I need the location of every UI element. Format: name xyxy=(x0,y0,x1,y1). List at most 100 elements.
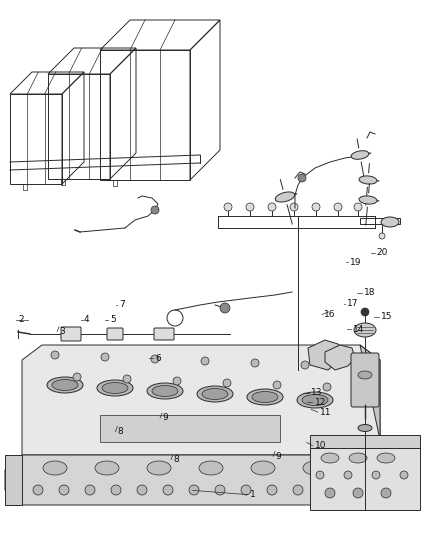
Ellipse shape xyxy=(251,461,275,475)
Text: 9: 9 xyxy=(275,452,281,461)
Circle shape xyxy=(334,203,342,211)
Ellipse shape xyxy=(147,383,183,399)
Circle shape xyxy=(325,488,335,498)
Circle shape xyxy=(137,485,147,495)
FancyBboxPatch shape xyxy=(351,353,379,407)
Text: 3: 3 xyxy=(59,327,65,336)
Ellipse shape xyxy=(359,196,377,204)
Text: 16: 16 xyxy=(324,310,336,319)
Circle shape xyxy=(298,174,306,182)
Text: 4: 4 xyxy=(83,316,89,324)
Circle shape xyxy=(344,471,352,479)
Circle shape xyxy=(189,485,199,495)
Polygon shape xyxy=(100,415,280,442)
Text: 14: 14 xyxy=(353,325,364,334)
FancyBboxPatch shape xyxy=(154,328,174,340)
FancyBboxPatch shape xyxy=(107,328,123,340)
Circle shape xyxy=(312,203,320,211)
Ellipse shape xyxy=(351,151,369,159)
Ellipse shape xyxy=(95,461,119,475)
Text: 19: 19 xyxy=(350,258,362,266)
Polygon shape xyxy=(325,345,355,370)
Ellipse shape xyxy=(43,461,67,475)
Circle shape xyxy=(201,357,209,365)
Circle shape xyxy=(59,485,69,495)
Circle shape xyxy=(400,471,408,479)
Circle shape xyxy=(241,485,251,495)
Text: 13: 13 xyxy=(311,389,322,397)
Circle shape xyxy=(268,203,276,211)
Ellipse shape xyxy=(47,377,83,393)
Polygon shape xyxy=(22,345,380,455)
Ellipse shape xyxy=(321,453,339,463)
Text: 17: 17 xyxy=(347,300,358,308)
Ellipse shape xyxy=(358,371,372,379)
Circle shape xyxy=(155,329,165,339)
Text: 9: 9 xyxy=(162,414,168,422)
Polygon shape xyxy=(310,435,420,448)
Ellipse shape xyxy=(152,385,178,397)
Circle shape xyxy=(353,488,363,498)
Ellipse shape xyxy=(303,461,327,475)
Ellipse shape xyxy=(354,323,376,337)
Circle shape xyxy=(111,485,121,495)
Text: 20: 20 xyxy=(377,248,388,257)
Polygon shape xyxy=(5,455,380,505)
Circle shape xyxy=(267,485,277,495)
Circle shape xyxy=(316,471,324,479)
Ellipse shape xyxy=(358,424,372,432)
Circle shape xyxy=(151,206,159,214)
Polygon shape xyxy=(360,345,380,505)
Circle shape xyxy=(73,373,81,381)
Ellipse shape xyxy=(97,380,133,396)
Circle shape xyxy=(101,353,109,361)
Circle shape xyxy=(301,361,309,369)
Circle shape xyxy=(379,233,385,239)
Circle shape xyxy=(220,303,230,313)
Ellipse shape xyxy=(102,383,128,393)
Circle shape xyxy=(246,203,254,211)
Ellipse shape xyxy=(349,453,367,463)
Text: 8: 8 xyxy=(117,427,123,436)
Ellipse shape xyxy=(359,176,377,184)
Circle shape xyxy=(173,377,181,385)
Circle shape xyxy=(151,355,159,363)
Ellipse shape xyxy=(302,394,328,406)
Ellipse shape xyxy=(297,392,333,408)
Circle shape xyxy=(85,485,95,495)
Ellipse shape xyxy=(199,461,223,475)
Text: 7: 7 xyxy=(119,301,125,309)
Circle shape xyxy=(319,485,329,495)
FancyBboxPatch shape xyxy=(61,327,81,341)
Circle shape xyxy=(293,485,303,495)
Circle shape xyxy=(290,203,298,211)
Circle shape xyxy=(123,375,131,383)
Circle shape xyxy=(251,359,259,367)
Text: 5: 5 xyxy=(110,316,116,324)
Circle shape xyxy=(223,379,231,387)
Text: 11: 11 xyxy=(320,408,331,416)
Circle shape xyxy=(354,203,362,211)
Circle shape xyxy=(215,485,225,495)
Circle shape xyxy=(33,485,43,495)
Polygon shape xyxy=(308,340,340,370)
Text: 12: 12 xyxy=(314,398,326,407)
Ellipse shape xyxy=(252,392,278,402)
Circle shape xyxy=(372,471,380,479)
Circle shape xyxy=(273,381,281,389)
Ellipse shape xyxy=(52,379,78,391)
Ellipse shape xyxy=(197,386,233,402)
Ellipse shape xyxy=(381,217,399,227)
Ellipse shape xyxy=(275,192,295,202)
Circle shape xyxy=(361,308,369,316)
Text: 10: 10 xyxy=(314,441,326,450)
Text: 15: 15 xyxy=(381,312,392,321)
Text: 2: 2 xyxy=(18,316,24,324)
Polygon shape xyxy=(310,448,420,510)
Ellipse shape xyxy=(202,389,228,400)
Circle shape xyxy=(51,351,59,359)
Text: 1: 1 xyxy=(250,490,255,499)
Circle shape xyxy=(323,383,331,391)
Circle shape xyxy=(163,485,173,495)
Ellipse shape xyxy=(377,453,395,463)
